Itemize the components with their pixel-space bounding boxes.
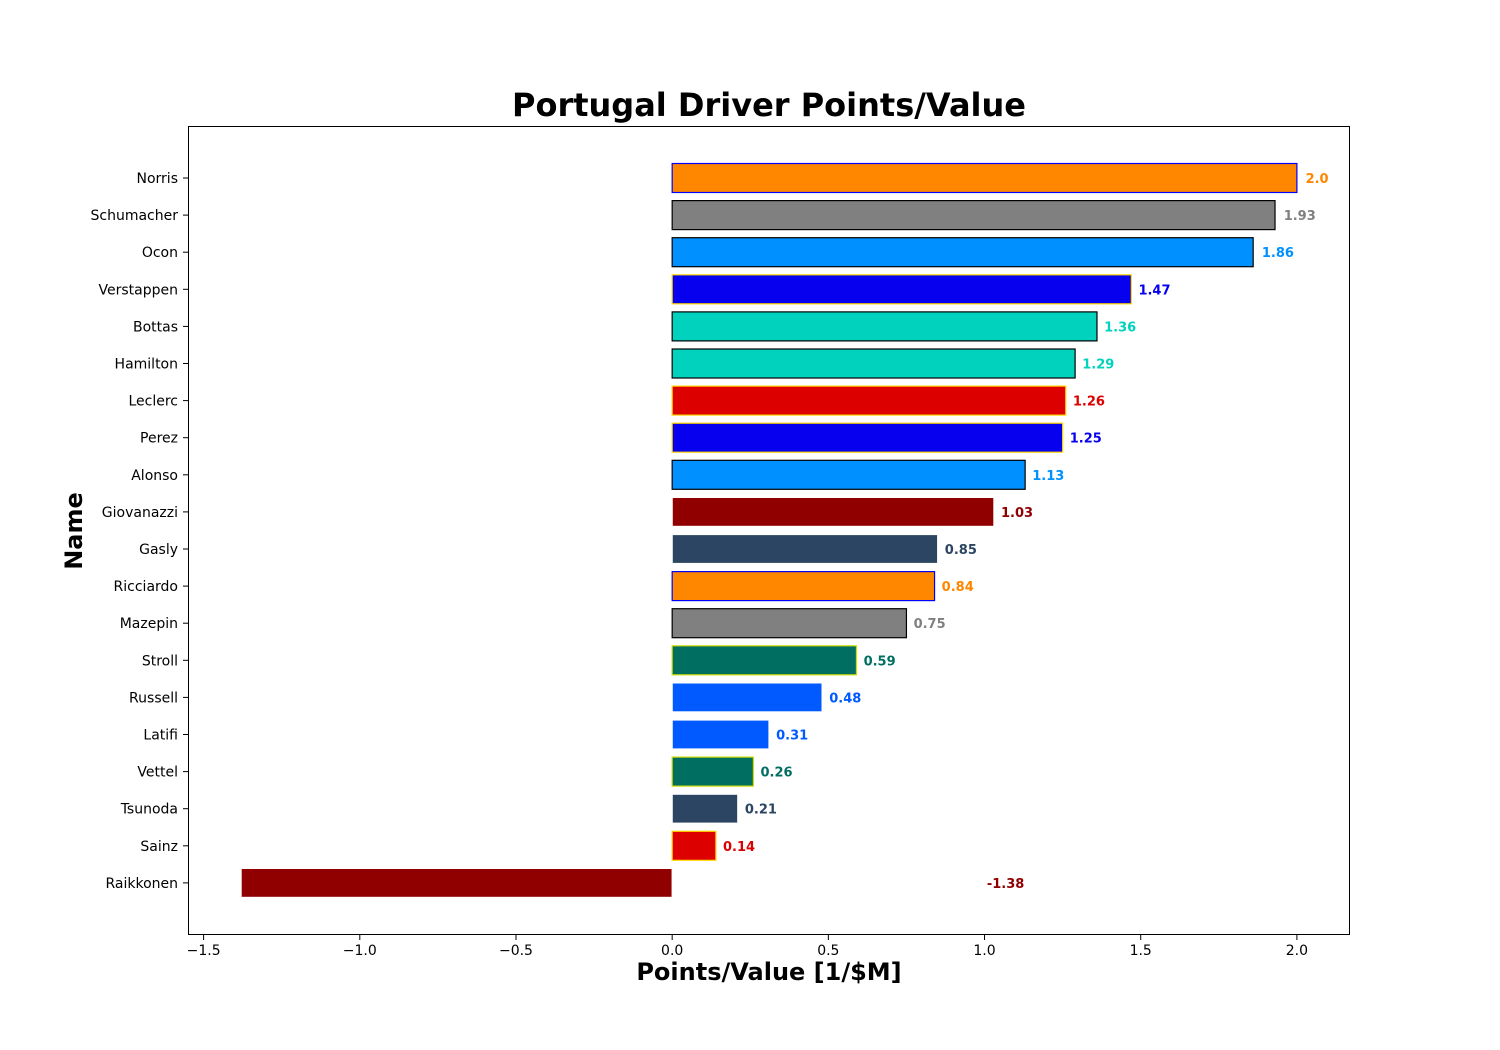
plot-frame — [188, 126, 1350, 935]
y-tick-label-ocon: Ocon — [142, 245, 178, 261]
value-label-sainz: 0.14 — [723, 840, 755, 855]
bar-stroll — [671, 645, 858, 676]
value-label-bottas: 1.36 — [1104, 320, 1136, 335]
y-axis-ticks: Norris Schumacher Ocon Verstappen Bottas Hami… — [91, 171, 188, 892]
y-tick-label-bottas: Bottas — [133, 319, 178, 335]
y-tick-label-perez: Perez — [140, 431, 178, 447]
y-tick-label-vettel: Vettel — [137, 765, 178, 781]
bar-norris — [671, 162, 1298, 194]
value-label-ocon: 1.86 — [1262, 246, 1294, 261]
bar-vettel — [671, 756, 754, 787]
x-tick-label: −1.5 — [187, 943, 221, 959]
y-tick-label-stroll: Stroll — [142, 653, 178, 669]
x-tick-label: 0.0 — [661, 943, 683, 959]
bar-leclerc — [671, 385, 1067, 416]
bar-giovanazzi — [671, 496, 995, 527]
value-label-latifi: 0.31 — [776, 729, 808, 744]
x-axis-label: Points/Value [1/$M] — [636, 958, 902, 986]
bar-sainz — [671, 830, 717, 861]
x-tick-label: −1.0 — [343, 943, 377, 959]
y-tick-label-giovanazzi: Giovanazzi — [102, 505, 178, 521]
y-tick-label-hamilton: Hamilton — [115, 357, 178, 373]
x-tick-label: 1.0 — [973, 943, 995, 959]
x-axis-ticks: −1.5 −1.0 −0.5 0.0 0.5 1.0 1.5 2.0 — [187, 935, 1308, 959]
value-label-russell: 0.48 — [829, 691, 861, 706]
y-tick-label-latifi: Latifi — [143, 728, 178, 744]
y-tick-label-sainz: Sainz — [140, 839, 178, 855]
bar-ricciardo — [671, 570, 936, 602]
value-label-perez: 1.25 — [1070, 432, 1102, 447]
value-label-gasly: 0.85 — [945, 543, 977, 558]
value-label-ricciardo: 0.84 — [942, 580, 974, 595]
y-tick-label-ricciardo: Ricciardo — [114, 579, 178, 595]
bar-verstappen — [671, 274, 1132, 305]
y-tick-label-tsunoda: Tsunoda — [120, 802, 178, 818]
value-label-verstappen: 1.47 — [1138, 283, 1170, 298]
y-tick-label-gasly: Gasly — [139, 542, 178, 558]
value-label-hamilton: 1.29 — [1082, 358, 1114, 373]
value-label-mazepin: 0.75 — [914, 617, 946, 632]
bar-gasly — [671, 533, 939, 565]
bar-latifi — [671, 719, 770, 750]
x-tick-label: 1.5 — [1130, 943, 1152, 959]
bar-bottas — [671, 311, 1098, 342]
y-tick-label-alonso: Alonso — [131, 468, 178, 484]
y-tick-label-russell: Russell — [129, 690, 178, 706]
x-tick-label: 0.5 — [817, 943, 839, 959]
bar-mazepin — [671, 608, 908, 639]
x-tick-label: 2.0 — [1286, 943, 1308, 959]
value-label-stroll: 0.59 — [864, 654, 896, 669]
bar-schumacher — [671, 200, 1276, 231]
bar-tsunoda — [671, 793, 739, 824]
bar-alonso — [671, 459, 1026, 490]
value-labels-layer: 2.0 1.93 1.86 1.47 1.36 1.29 1.26 1.25 1.13 1.03 0… — [723, 172, 1329, 892]
value-label-leclerc: 1.26 — [1073, 395, 1105, 410]
y-tick-label-norris: Norris — [137, 171, 179, 187]
bar-ocon — [671, 237, 1254, 268]
value-label-vettel: 0.26 — [761, 766, 793, 781]
x-tick-label: −0.5 — [499, 943, 533, 959]
bar-hamilton — [671, 348, 1076, 379]
bar-perez — [671, 422, 1064, 453]
value-label-giovanazzi: 1.03 — [1001, 506, 1033, 521]
bars-layer — [240, 162, 1298, 899]
value-label-raikkonen: -1.38 — [987, 877, 1024, 892]
bar-russell — [671, 682, 823, 713]
value-label-alonso: 1.13 — [1032, 469, 1064, 484]
value-label-norris: 2.0 — [1306, 172, 1329, 187]
y-tick-label-schumacher: Schumacher — [91, 208, 179, 224]
y-tick-label-mazepin: Mazepin — [120, 616, 178, 632]
value-label-tsunoda: 0.21 — [745, 803, 777, 818]
chart-title: Portugal Driver Points/Value — [512, 86, 1026, 124]
y-tick-label-leclerc: Leclerc — [128, 394, 178, 410]
y-tick-label-raikkonen: Raikkonen — [105, 876, 178, 892]
value-label-schumacher: 1.93 — [1284, 209, 1316, 224]
y-tick-label-verstappen: Verstappen — [99, 282, 178, 298]
bar-raikkonen — [240, 867, 673, 899]
